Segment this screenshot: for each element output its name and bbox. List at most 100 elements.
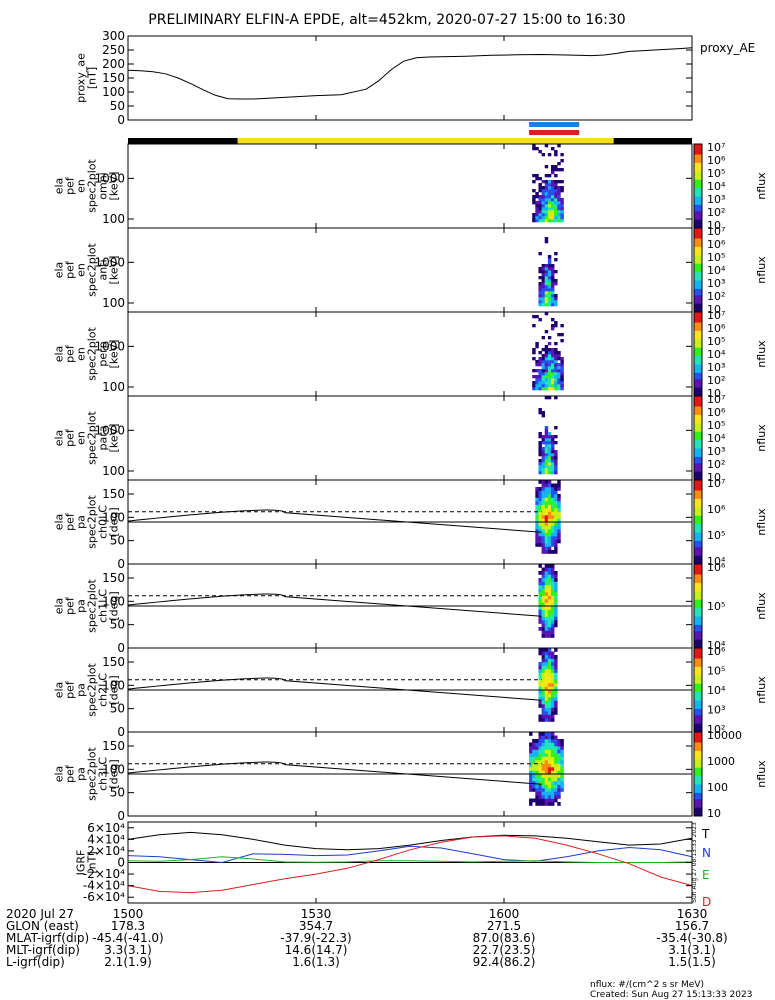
- heatmap-cell: [544, 599, 549, 603]
- heatmap-cell: [557, 774, 561, 778]
- heatmap-cell: [551, 360, 555, 364]
- heatmap-cell: [544, 497, 549, 502]
- heatmap-cell: [547, 381, 552, 385]
- heatmap-cell: [538, 791, 542, 796]
- ytick-label: 200: [102, 57, 125, 71]
- heatmap-cell: [538, 620, 542, 624]
- colorbar-step: [694, 545, 702, 548]
- heatmap-cell: [541, 291, 546, 295]
- series-line-N: [127, 845, 693, 864]
- heatmap-cell: [547, 770, 552, 775]
- heatmap-cell: [532, 357, 536, 361]
- heatmap-cell: [551, 273, 555, 277]
- colorbar-step: [694, 578, 702, 582]
- heatmap-cell: [547, 543, 552, 547]
- colorbar-step: [694, 410, 702, 414]
- heatmap-cell: [547, 384, 552, 388]
- colorbar-step: [694, 454, 702, 458]
- colorbar-tick-label: 10²: [707, 206, 725, 219]
- heatmap-cell: [551, 770, 555, 775]
- heatmap-cell: [541, 490, 546, 495]
- heatmap-cell: [541, 718, 546, 722]
- heatmap-cell: [538, 763, 542, 768]
- heatmap-cell: [547, 574, 552, 579]
- ylabel-line: ela: [53, 598, 66, 615]
- heatmap-cell: [544, 616, 549, 621]
- heatmap-cell: [535, 490, 539, 495]
- heatmap-cell: [554, 763, 558, 768]
- heatmap-cell: [560, 767, 564, 771]
- heatmap-cell: [538, 532, 542, 537]
- heatmap-cell: [551, 760, 555, 764]
- colorbar-step: [694, 641, 702, 645]
- heatmap-cell: [547, 739, 552, 743]
- heatmap-cell: [541, 714, 546, 719]
- heatmap-cell: [551, 180, 555, 184]
- heatmap-cell: [557, 195, 561, 199]
- heatmap-cell: [541, 504, 546, 509]
- heatmap-cell: [532, 763, 536, 768]
- heatmap-cell: [535, 767, 539, 771]
- heatmap-cell: [538, 676, 542, 680]
- heatmap-cell: [551, 690, 555, 694]
- heatmap-cell: [538, 198, 542, 202]
- heatmap-cell: [551, 578, 555, 582]
- heatmap-cell: [560, 770, 564, 775]
- colorbar-step: [694, 337, 702, 340]
- colorbar-step: [694, 639, 702, 642]
- heatmap-cell: [541, 195, 546, 199]
- heatmap-cell: [541, 357, 546, 361]
- heatmap-cell: [547, 532, 552, 537]
- ylabel-line: [nT]: [86, 67, 99, 89]
- colorbar-step: [694, 345, 702, 348]
- heatmap-cell: [551, 378, 555, 382]
- heatmap-cell: [532, 174, 536, 178]
- colorbar-step: [694, 522, 702, 525]
- heatmap-cell: [551, 462, 555, 466]
- colorbar-step: [694, 536, 702, 540]
- footer-value: 3.1(3.1): [668, 943, 716, 957]
- heatmap-cell: [535, 795, 539, 799]
- colorbar-step: [694, 561, 702, 565]
- colorbar-tick-label: 10000: [707, 729, 742, 742]
- colorbar-tick-label: 10³: [707, 193, 725, 206]
- heatmap-cell: [547, 760, 552, 764]
- heatmap-cell: [541, 456, 546, 460]
- colorbar-step: [694, 158, 702, 162]
- heatmap-cell: [554, 686, 558, 691]
- colorbar-step: [694, 484, 702, 487]
- heatmap-cell: [551, 522, 555, 526]
- footer-value: 271.5: [487, 919, 521, 933]
- heatmap-cell: [554, 387, 558, 391]
- ylabel-line: en: [75, 179, 88, 193]
- heatmap-cell: [554, 282, 558, 286]
- heatmap-cell: [541, 487, 546, 491]
- heatmap-cell: [551, 676, 555, 680]
- heatmap-cell: [560, 756, 564, 761]
- heatmap-cell: [547, 366, 552, 370]
- heatmap-cell: [538, 539, 542, 544]
- ylabel-line: spec2plot: [86, 411, 99, 465]
- heatmap-cell: [551, 189, 555, 193]
- heatmap-cell: [551, 171, 555, 175]
- heatmap-cell: [551, 613, 555, 617]
- heatmap-cell: [538, 462, 542, 466]
- heatmap-cell: [544, 435, 549, 439]
- heatmap-cell: [538, 497, 542, 502]
- heatmap-cell: [544, 522, 549, 526]
- heatmap-cell: [560, 168, 564, 172]
- ytick-label: 0: [117, 641, 125, 655]
- heatmap-cell: [532, 147, 536, 151]
- heatmap-cell: [551, 791, 555, 796]
- heatmap-cell: [547, 546, 552, 551]
- heatmap-cell: [532, 324, 536, 328]
- colorbar-step: [694, 402, 702, 405]
- heatmap-cell: [535, 763, 539, 768]
- colorbar-step: [694, 664, 702, 668]
- heatmap-cell: [547, 291, 552, 295]
- heatmap-cell: [544, 195, 549, 199]
- heatmap-cell: [538, 480, 542, 484]
- heatmap-cell: [547, 777, 552, 782]
- heatmap-cell: [554, 648, 558, 652]
